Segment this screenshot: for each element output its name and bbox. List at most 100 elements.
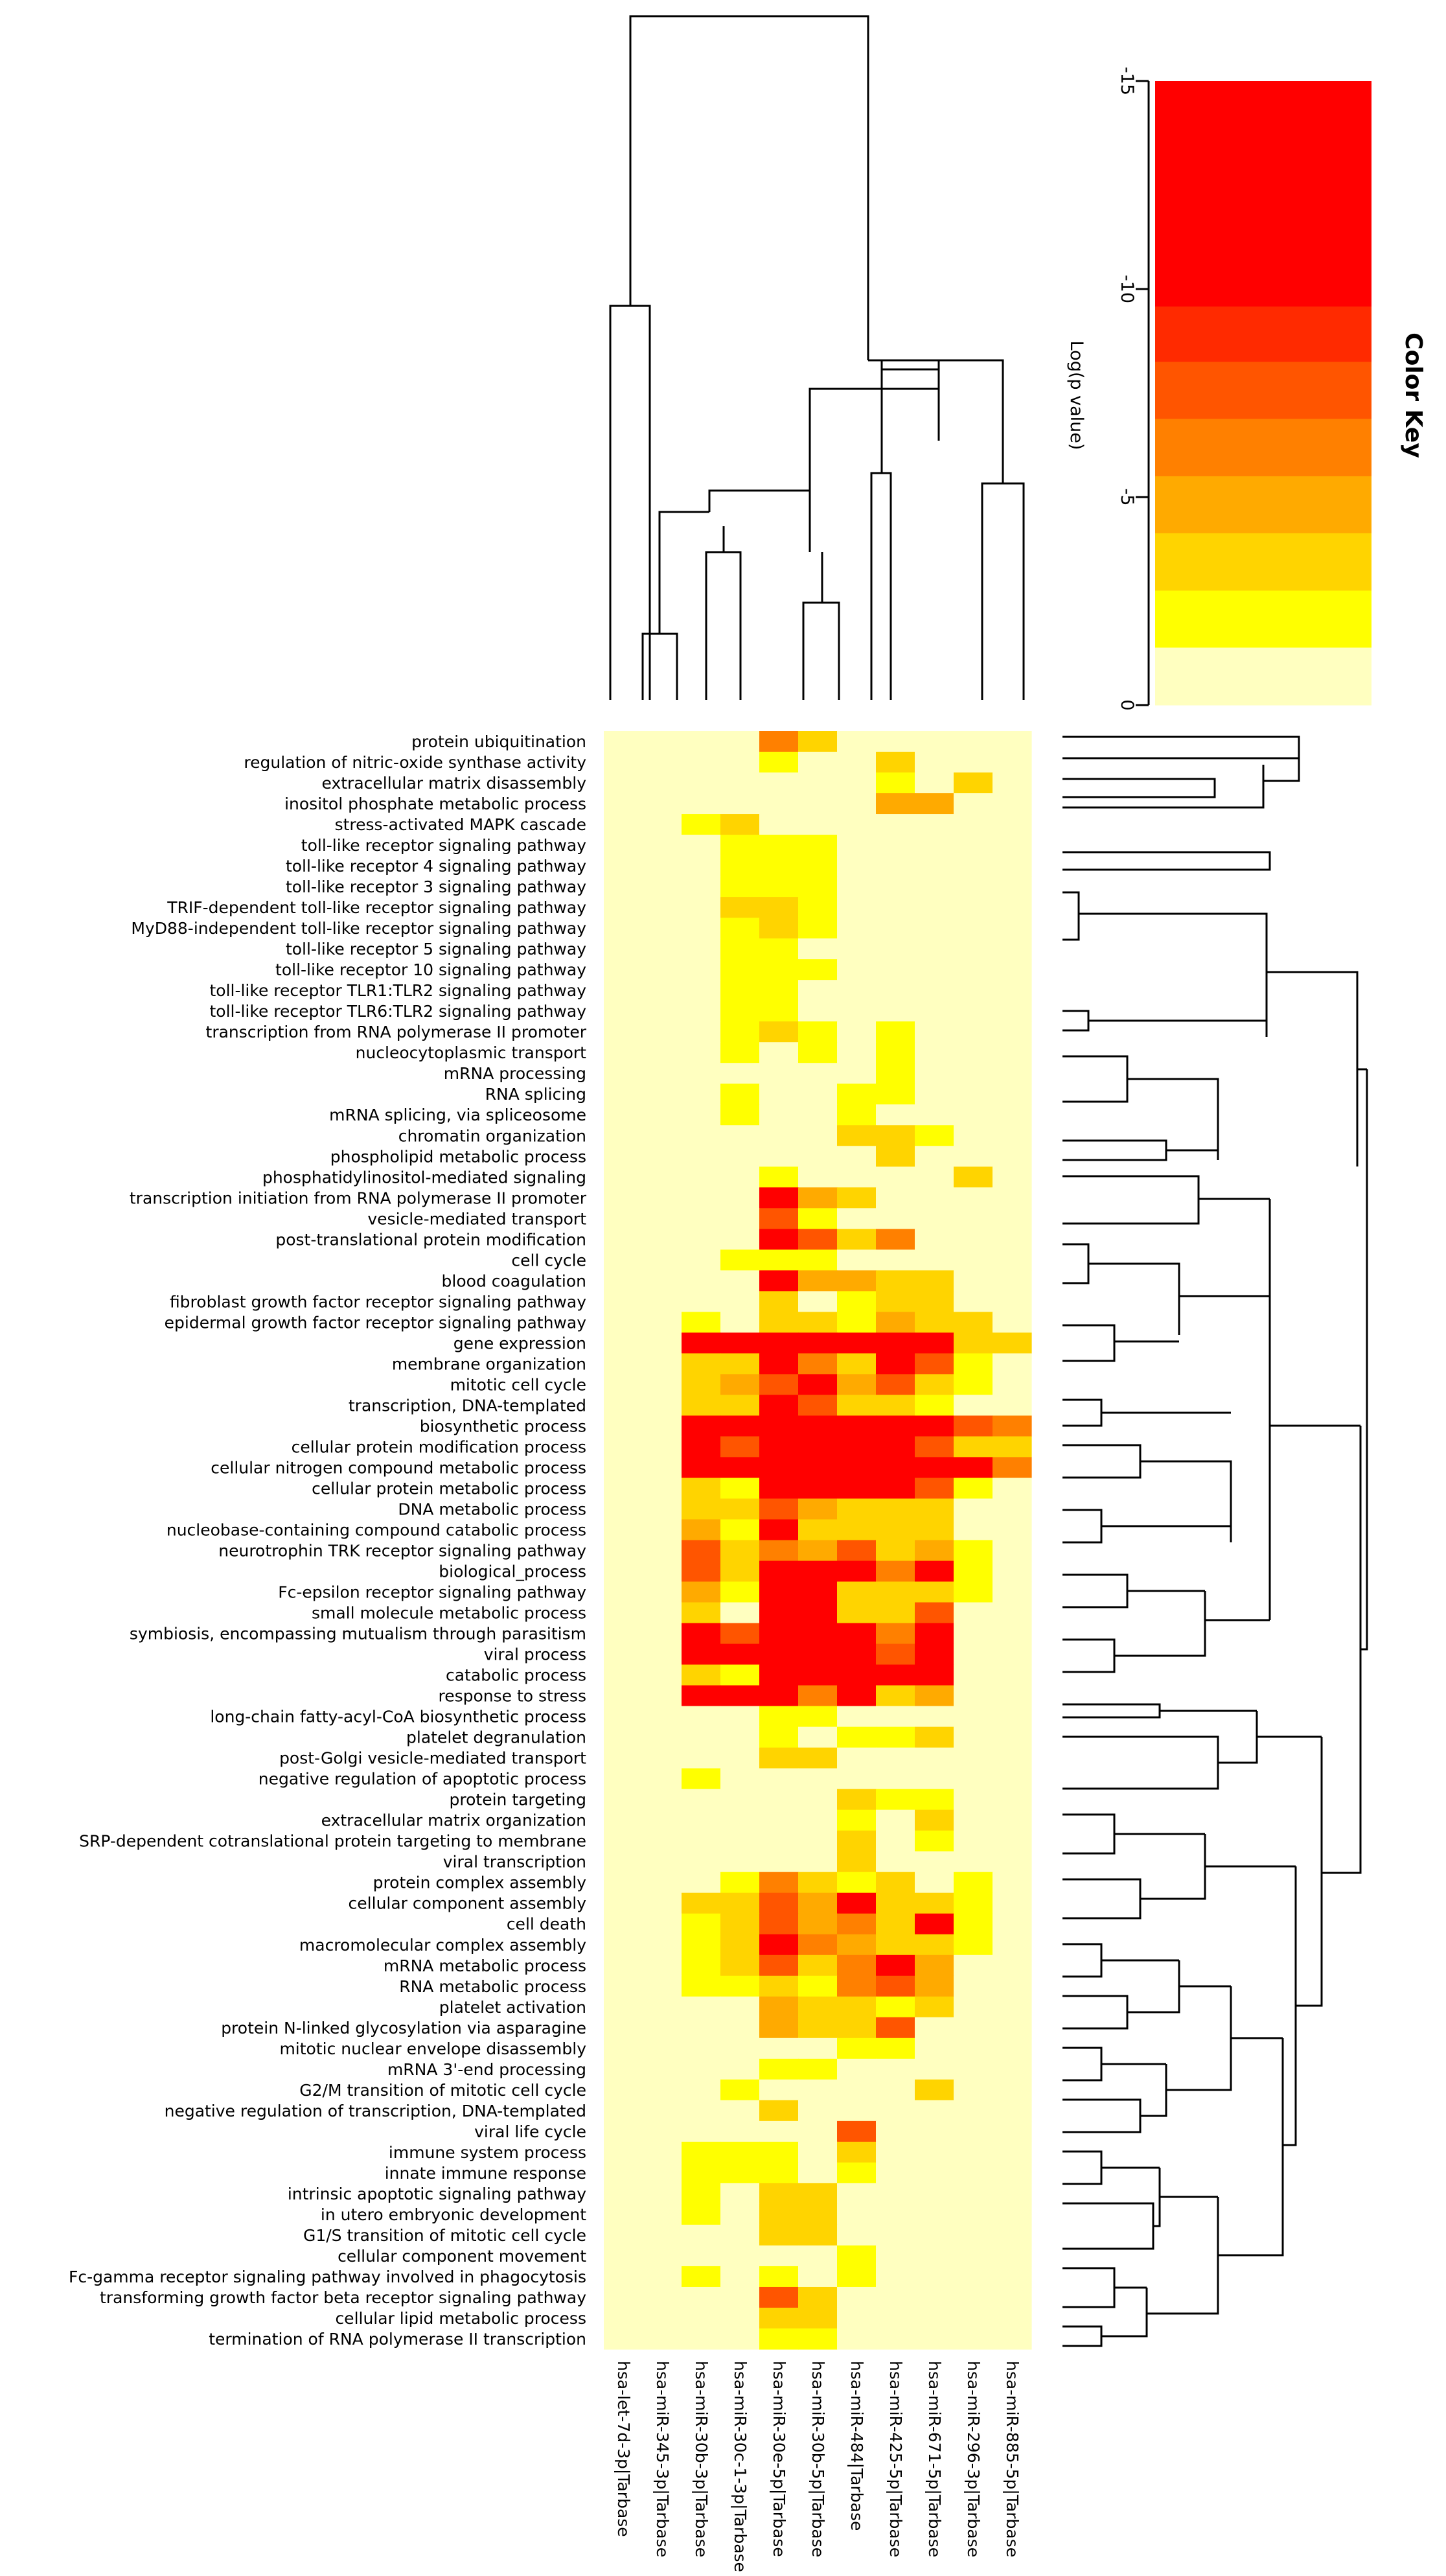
heatmap-cell	[604, 980, 643, 1001]
heatmap-cell	[682, 959, 721, 981]
heatmap-cell	[837, 1768, 877, 1790]
heatmap-cell	[798, 1768, 838, 1790]
heatmap-cell	[604, 1353, 643, 1375]
heatmap-cell	[915, 2245, 954, 2267]
heatmap-cell	[876, 1581, 915, 1603]
heatmap-cell	[682, 876, 721, 898]
heatmap-cell	[954, 1934, 993, 1956]
heatmap-cell	[720, 2017, 760, 2039]
heatmap-cell	[876, 1353, 915, 1375]
heatmap-cell	[759, 1374, 799, 1396]
heatmap-cell	[954, 2286, 993, 2308]
heatmap-cell	[720, 835, 760, 856]
row-label: protein ubiquitination	[411, 732, 586, 751]
row-label: extracellular matrix disassembly	[322, 774, 587, 793]
row-label: long-chain fatty-acyl-CoA biosynthetic p…	[210, 1708, 586, 1726]
heatmap-cell	[759, 1125, 799, 1146]
heatmap-cell	[954, 1332, 993, 1354]
heatmap-cell	[837, 1374, 877, 1396]
heatmap-cell	[759, 1457, 799, 1479]
heatmap-cell	[643, 2058, 682, 2080]
heatmap-cell	[604, 2120, 643, 2142]
heatmap-cell	[993, 2328, 1032, 2350]
heatmap-cell	[876, 1001, 915, 1022]
heatmap-cell	[954, 1001, 993, 1022]
row-label: fibroblast growth factor receptor signal…	[170, 1292, 586, 1311]
heatmap-cell	[604, 1084, 643, 1105]
heatmap-cell	[759, 2224, 799, 2246]
heatmap-cell	[993, 1457, 1032, 1479]
row-label: innate immune response	[385, 2164, 586, 2183]
heatmap-cell	[759, 1664, 799, 1686]
heatmap-cell	[915, 1581, 954, 1603]
heatmap-cell	[720, 1540, 760, 1562]
heatmap-cell	[993, 1519, 1032, 1541]
heatmap-cell	[720, 1042, 760, 1063]
heatmap-cell	[759, 1643, 799, 1665]
heatmap-cell	[798, 1436, 838, 1458]
heatmap-cell	[604, 1312, 643, 1333]
heatmap-cell	[682, 1249, 721, 1271]
heatmap-cell	[643, 2328, 682, 2350]
heatmap-cell	[682, 1975, 721, 1997]
heatmap-cell	[876, 1809, 915, 1831]
heatmap-cell	[993, 1229, 1032, 1250]
heatmap-cell	[604, 1747, 643, 1769]
heatmap-cell	[954, 1561, 993, 1583]
heatmap-cell	[643, 1996, 682, 2018]
heatmap-cell	[682, 2120, 721, 2142]
heatmap-cell	[915, 1332, 954, 1354]
heatmap-cell	[604, 2079, 643, 2101]
heatmap-cell	[759, 1166, 799, 1188]
heatmap-cell	[759, 1415, 799, 1437]
heatmap-cell	[759, 2328, 799, 2350]
heatmap-cell	[798, 1353, 838, 1375]
heatmap-cell	[876, 1436, 915, 1458]
heatmap-cell	[604, 1872, 643, 1894]
heatmap-cell	[915, 1312, 954, 1333]
heatmap-cell	[837, 1706, 877, 1728]
heatmap-cell	[720, 2100, 760, 2122]
heatmap-cell	[954, 1664, 993, 1686]
row-label: viral transcription	[443, 1853, 586, 1872]
heatmap-cell	[682, 1270, 721, 1292]
heatmap-cell	[915, 1519, 954, 1541]
heatmap-cell	[837, 1332, 877, 1354]
heatmap-cell	[759, 2058, 799, 2080]
heatmap-cell	[643, 1581, 682, 1603]
heatmap-cell	[759, 918, 799, 939]
heatmap-cell	[876, 897, 915, 918]
heatmap-cell	[720, 2120, 760, 2142]
heatmap-cell	[604, 2183, 643, 2205]
heatmap-cell	[798, 1457, 838, 1479]
heatmap-cell	[993, 2286, 1032, 2308]
heatmap-cell	[720, 814, 760, 835]
heatmap-cell	[876, 1892, 915, 1914]
column-label: hsa-miR-885-5p|Tarbase	[1003, 2361, 1022, 2557]
heatmap-cell	[915, 1042, 954, 1063]
heatmap-cell	[682, 814, 721, 835]
heatmap-cell	[604, 2266, 643, 2288]
heatmap-cell	[915, 2224, 954, 2246]
heatmap-cell	[759, 1353, 799, 1375]
heatmap-cell	[798, 2017, 838, 2039]
heatmap-cell	[915, 1664, 954, 1686]
row-label: transcription initiation from RNA polyme…	[130, 1189, 587, 1207]
heatmap-cell	[837, 1415, 877, 1437]
heatmap-cell	[876, 1229, 915, 1250]
heatmap-cell	[876, 1851, 915, 1873]
heatmap-cell	[759, 1001, 799, 1022]
heatmap-cell	[876, 1768, 915, 1790]
row-labels: protein ubiquitination regulation of nitr…	[69, 732, 587, 2349]
heatmap-cell	[993, 1270, 1032, 1292]
heatmap-cell	[876, 752, 915, 773]
heatmap-cell	[759, 1084, 799, 1105]
heatmap-cell	[643, 876, 682, 898]
heatmap-cell	[915, 1768, 954, 1790]
heatmap-cell	[604, 1996, 643, 2018]
heatmap-cell	[720, 1125, 760, 1146]
heatmap-cell	[837, 1001, 877, 1022]
heatmap-cell	[837, 1872, 877, 1894]
heatmap-cell	[915, 1146, 954, 1167]
heatmap-cell	[682, 1374, 721, 1396]
